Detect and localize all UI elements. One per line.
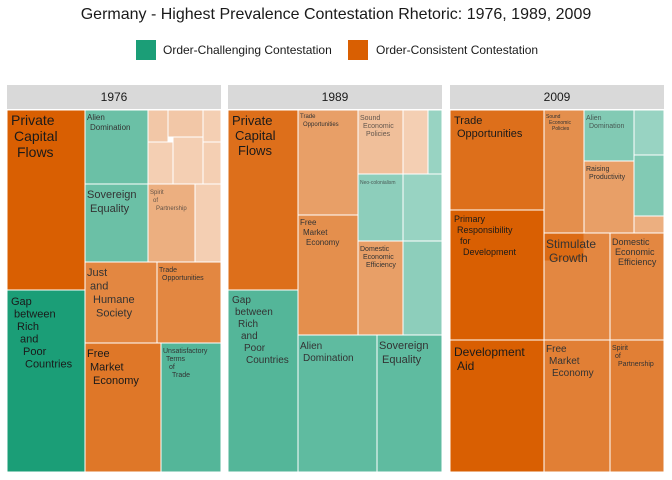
legend: Order-Challenging Contestation Order-Con… (0, 40, 672, 62)
tile-1989-sovereign-equality (376, 334, 443, 473)
tile-1976-trade-opportunities (156, 261, 222, 344)
filler-tile (402, 173, 443, 242)
filler-tile (633, 109, 665, 156)
tile-1989-sound-economic-policies (357, 109, 404, 175)
filler-tile (427, 109, 443, 175)
filler-tile (172, 136, 204, 185)
legend-label-order-consistent: Order-Consistent Contestation (376, 43, 539, 57)
filler-tile (147, 109, 169, 143)
filler-tile (402, 109, 429, 175)
tile-2009-spirit-of-partnership (609, 339, 665, 473)
filler-tile (633, 215, 665, 234)
tile-2009-raising-productivity (583, 160, 635, 234)
tile-1976-private-capital-flows (6, 109, 86, 291)
filler-tile (194, 183, 222, 263)
filler-tile (402, 240, 443, 336)
tile-1976-sovereign-equality (84, 183, 149, 263)
tile-2009-stimulate-growth (543, 232, 611, 342)
tile-1976-gap-between-rich-and-poor-countries (6, 289, 86, 473)
tile-1989-alien-domination (297, 334, 378, 473)
tile-1976-alien-domination (84, 109, 149, 185)
panel-header-2009: 2009 (450, 85, 664, 109)
legend-swatch-order-consistent (348, 40, 368, 60)
tile-2009-development-aid (449, 339, 545, 473)
tile-1976-just-and-humane-society (84, 261, 158, 344)
legend-swatch-order-challenging (136, 40, 156, 60)
legend-label-order-challenging: Order-Challenging Contestation (163, 43, 332, 57)
tile-1989-trade-opportunities (297, 109, 359, 216)
chart-title: Germany - Highest Prevalence Contestatio… (80, 6, 592, 23)
tile-1989-domestic-economic-efficiency (357, 240, 404, 336)
tile-1989-gap-between-rich-and-poor-countries (227, 289, 299, 473)
tile-2009-domestic-economic-efficiency (609, 232, 665, 342)
panel-header-1989: 1989 (228, 85, 442, 109)
filler-tiles (147, 109, 665, 336)
tile-1976-free-market-economy (84, 342, 162, 473)
tile-1976-spirit-of-partnership (147, 183, 196, 263)
filler-tile (147, 141, 174, 185)
filler-tile (633, 154, 665, 217)
filler-tile (202, 141, 222, 185)
filler-tile (202, 109, 222, 143)
tile-2009-alien-domination (583, 109, 635, 162)
panel-header-1976: 1976 (7, 85, 221, 109)
tile-1976-unsatisfactory-terms-of-trade (160, 342, 222, 473)
tile-2009-free-market-economy (543, 339, 611, 473)
tile-2009-trade-opportunities (449, 109, 545, 211)
tile-1989-private-capital-flows (227, 109, 299, 291)
tile-2009-primary-responsibility-for-development (449, 209, 545, 341)
tile-1989-free-market-economy (297, 214, 359, 336)
tile-1989-neo-colonialism (357, 173, 404, 242)
filler-tile (167, 109, 204, 138)
